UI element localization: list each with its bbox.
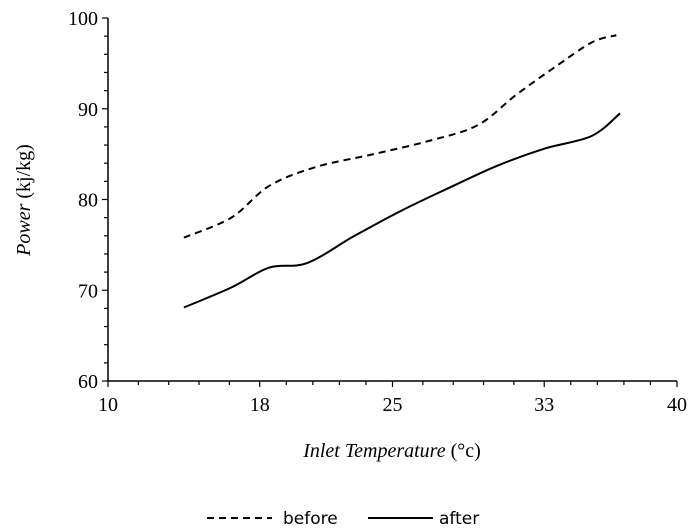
- y-tick-label: 90: [78, 99, 98, 121]
- y-axis-title: Power (kj/kg): [13, 144, 35, 257]
- x-tick-label: 18: [250, 394, 270, 416]
- series-line-after: [183, 112, 621, 309]
- legend: before after: [207, 509, 479, 529]
- x-tick-label: 40: [667, 394, 687, 416]
- chart-axes: [107, 18, 677, 382]
- x-tick-label: 33: [534, 394, 554, 416]
- y-tick-label: 100: [68, 8, 98, 30]
- y-axis-title-unit: (kj/kg): [13, 144, 35, 203]
- y-tick-label: 60: [78, 371, 98, 393]
- axis-ticks: [102, 17, 678, 387]
- x-axis-title-main: Inlet Temperature: [302, 440, 446, 462]
- x-axis-title-unit: (°c): [446, 440, 481, 462]
- x-axis-title: Inlet Temperature (°c): [302, 440, 481, 462]
- y-axis-title-main: Power: [13, 203, 35, 256]
- legend-label-after: after: [439, 509, 479, 529]
- x-tick-label: 10: [98, 394, 118, 416]
- x-tick-label: 25: [383, 394, 403, 416]
- legend-label-before: before: [283, 509, 338, 529]
- axis-tick-labels: 60 70 80 90 100 10 18 25 33 40: [68, 8, 687, 416]
- y-tick-label: 80: [78, 190, 98, 212]
- chart-series: [183, 34, 621, 309]
- series-line-before: [183, 34, 617, 239]
- y-tick-label: 70: [78, 280, 98, 302]
